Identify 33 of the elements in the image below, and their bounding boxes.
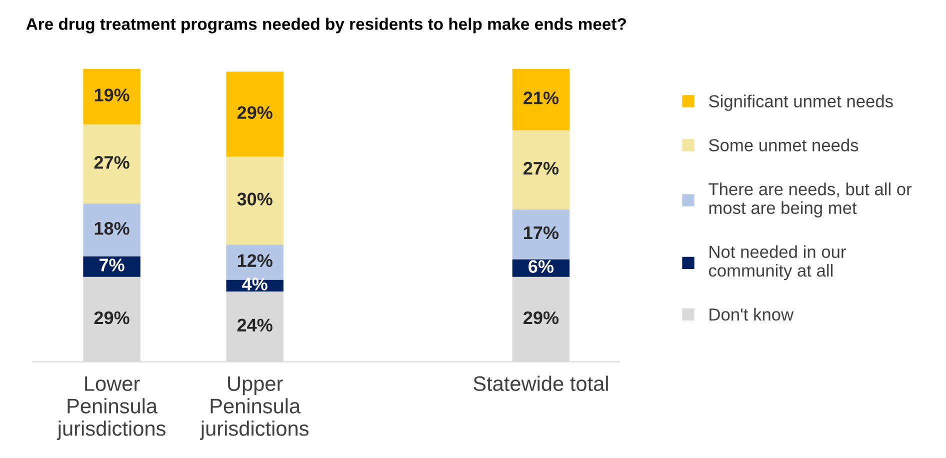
data-label: 29%: [237, 106, 272, 119]
bar: [512, 209, 570, 260]
bar: [83, 256, 140, 277]
bar: [226, 156, 284, 245]
data-label: 6%: [528, 260, 554, 273]
data-label: 24%: [237, 318, 272, 332]
data-label: 30%: [237, 192, 272, 206]
data-label: 19%: [94, 88, 130, 102]
legend-label: Significant unmet needs: [709, 94, 893, 111]
data-label: 4%: [242, 278, 268, 290]
data-label: 17%: [524, 226, 559, 240]
x-tick-label: Upper Peninsula jurisdictions: [200, 376, 309, 440]
data-label: 27%: [524, 162, 559, 175]
bar: [83, 68, 140, 124]
data-label: 12%: [238, 254, 272, 267]
legend-label: There are needs, but all or most are being met: [708, 182, 912, 218]
bar: [83, 124, 140, 204]
legend-label: Some unmet needs: [709, 138, 858, 152]
data-label: 29%: [94, 311, 130, 324]
bar: [512, 68, 570, 130]
data-label: 18%: [94, 222, 130, 235]
chart-title: Are drug treatment programs needed by residents to help make ends meet?: [26, 18, 626, 34]
bar: [83, 204, 140, 256]
bar: [512, 130, 570, 210]
x-tick-label: Statewide total: [474, 376, 608, 392]
data-label: 27%: [94, 156, 130, 169]
bar: [226, 72, 284, 157]
x-tick-label: Lower Peninsula jurisdictions: [56, 376, 166, 440]
legend-label: Not needed in our community at all: [708, 245, 846, 280]
legend-label: Don't know: [710, 308, 794, 321]
data-label: 21%: [524, 92, 559, 104]
data-label: 29%: [524, 311, 559, 324]
data-label: 7%: [100, 258, 124, 272]
